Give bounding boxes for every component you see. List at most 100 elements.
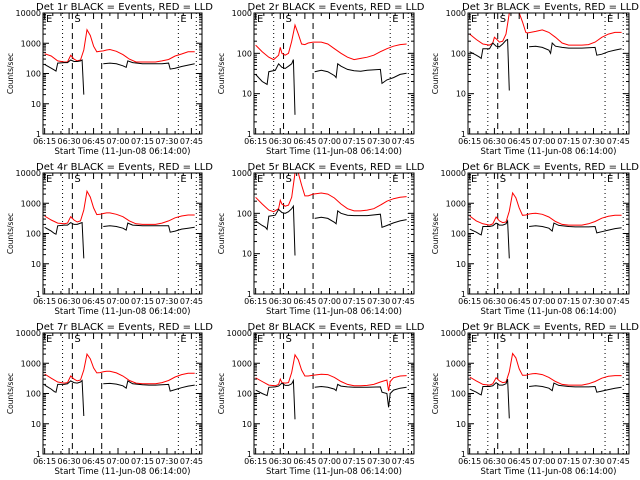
x-tick-label: 07:45: [607, 457, 630, 466]
series-lld: [255, 23, 407, 61]
y-axis-label: Counts/sec: [431, 53, 440, 94]
x-axis-label: Start Time (11-Jun-08 06:14:00): [55, 467, 191, 477]
marker-label: E: [46, 174, 52, 185]
y-tick-label: 1: [36, 290, 41, 299]
y-tick-label: 1000: [21, 199, 41, 208]
series-events: [44, 59, 195, 95]
x-tick-label: 07:00: [106, 457, 129, 466]
series-lld: [469, 13, 622, 46]
y-tick-label: 10000: [441, 329, 466, 338]
y-tick-label: 1: [461, 290, 466, 299]
series-lld: [44, 28, 195, 63]
y-tick-label: 1000: [446, 9, 466, 18]
y-tick-label: 10: [31, 260, 41, 269]
y-axis-label: Counts/sec: [6, 53, 15, 94]
panel-title: Det 9r BLACK = Events, RED = LLD: [462, 322, 639, 333]
x-tick-label: 06:15: [458, 137, 481, 146]
series-events: [255, 204, 407, 256]
y-tick-label: 1000: [446, 359, 466, 368]
x-tick-label: 07:00: [532, 457, 555, 466]
marker-label: S: [286, 334, 292, 345]
series-events: [44, 221, 195, 259]
x-tick-label: 06:30: [483, 297, 506, 306]
x-tick-label: 06:30: [269, 137, 292, 146]
x-axis-label: Start Time (11-Jun-08 06:14:00): [481, 467, 617, 477]
y-tick-label: 1: [461, 450, 466, 459]
marker-label: S: [74, 174, 80, 185]
x-tick-label: 07:30: [582, 457, 605, 466]
marker-label: E: [607, 174, 613, 185]
marker-label: S: [500, 174, 506, 185]
y-tick-label: 100: [237, 49, 252, 58]
x-tick-label: 07:00: [106, 297, 129, 306]
x-tick-label: 07:45: [392, 137, 415, 146]
x-tick-label: 07:45: [180, 137, 203, 146]
x-tick-label: 07:00: [318, 137, 341, 146]
y-tick-label: 10: [31, 100, 41, 109]
x-tick-label: 06:45: [508, 297, 531, 306]
y-tick-label: 100: [237, 209, 252, 218]
x-tick-label: 07:15: [557, 457, 580, 466]
y-tick-label: 10: [242, 90, 252, 99]
y-axis-label: Counts/sec: [431, 213, 440, 254]
x-tick-label: 07:30: [367, 137, 390, 146]
x-tick-label: 06:15: [33, 297, 56, 306]
y-tick-label: 1000: [232, 169, 252, 178]
x-tick-label: 06:15: [244, 297, 267, 306]
y-tick-label: 100: [26, 390, 41, 399]
y-tick-label: 10: [456, 420, 466, 429]
x-tick-label: 06:45: [293, 457, 316, 466]
x-tick-label: 07:45: [180, 297, 203, 306]
x-tick-label: 06:30: [58, 297, 81, 306]
y-tick-label: 10000: [16, 169, 41, 178]
x-tick-label: 07:45: [607, 297, 630, 306]
series-events: [44, 379, 195, 417]
series-events: [469, 38, 622, 91]
x-axis-label: Start Time (11-Jun-08 06:14:00): [55, 307, 191, 317]
y-tick-label: 1000: [21, 359, 41, 368]
x-tick-label: 06:45: [508, 457, 531, 466]
x-tick-label: 06:15: [458, 297, 481, 306]
y-tick-label: 1000: [232, 9, 252, 18]
marker-label: S: [74, 14, 80, 25]
y-tick-label: 10: [242, 420, 252, 429]
marker-label: S: [286, 174, 292, 185]
marker-label: E: [607, 14, 613, 25]
x-tick-label: 07:15: [131, 297, 154, 306]
y-tick-label: 10000: [227, 329, 252, 338]
x-tick-label: 06:15: [244, 457, 267, 466]
panel-title: Det 2r BLACK = Events, RED = LLD: [248, 2, 425, 13]
series-events: [255, 378, 407, 420]
marker-label: E: [180, 174, 186, 185]
x-tick-label: 07:30: [155, 137, 178, 146]
x-tick-label: 07:15: [131, 137, 154, 146]
x-tick-label: 07:15: [343, 137, 366, 146]
x-tick-label: 07:00: [318, 297, 341, 306]
x-tick-label: 06:45: [293, 137, 316, 146]
y-axis-label: Counts/sec: [6, 213, 15, 254]
x-tick-label: 07:00: [532, 137, 555, 146]
x-tick-label: 06:45: [293, 297, 316, 306]
plot-frame: [467, 12, 630, 135]
x-tick-label: 06:30: [269, 297, 292, 306]
y-tick-label: 10: [456, 90, 466, 99]
x-tick-label: 07:30: [155, 297, 178, 306]
y-tick-label: 10: [242, 250, 252, 259]
x-tick-label: 06:30: [269, 457, 292, 466]
y-tick-label: 10000: [16, 9, 41, 18]
plot-frame: [253, 12, 415, 135]
marker-label: E: [46, 14, 52, 25]
marker-label: E: [392, 14, 398, 25]
y-axis-label: Counts/sec: [217, 213, 226, 254]
y-axis-label: Counts/sec: [217, 53, 226, 94]
x-axis-label: Start Time (11-Jun-08 06:14:00): [55, 147, 191, 157]
x-tick-label: 06:30: [58, 457, 81, 466]
x-tick-label: 06:30: [483, 137, 506, 146]
